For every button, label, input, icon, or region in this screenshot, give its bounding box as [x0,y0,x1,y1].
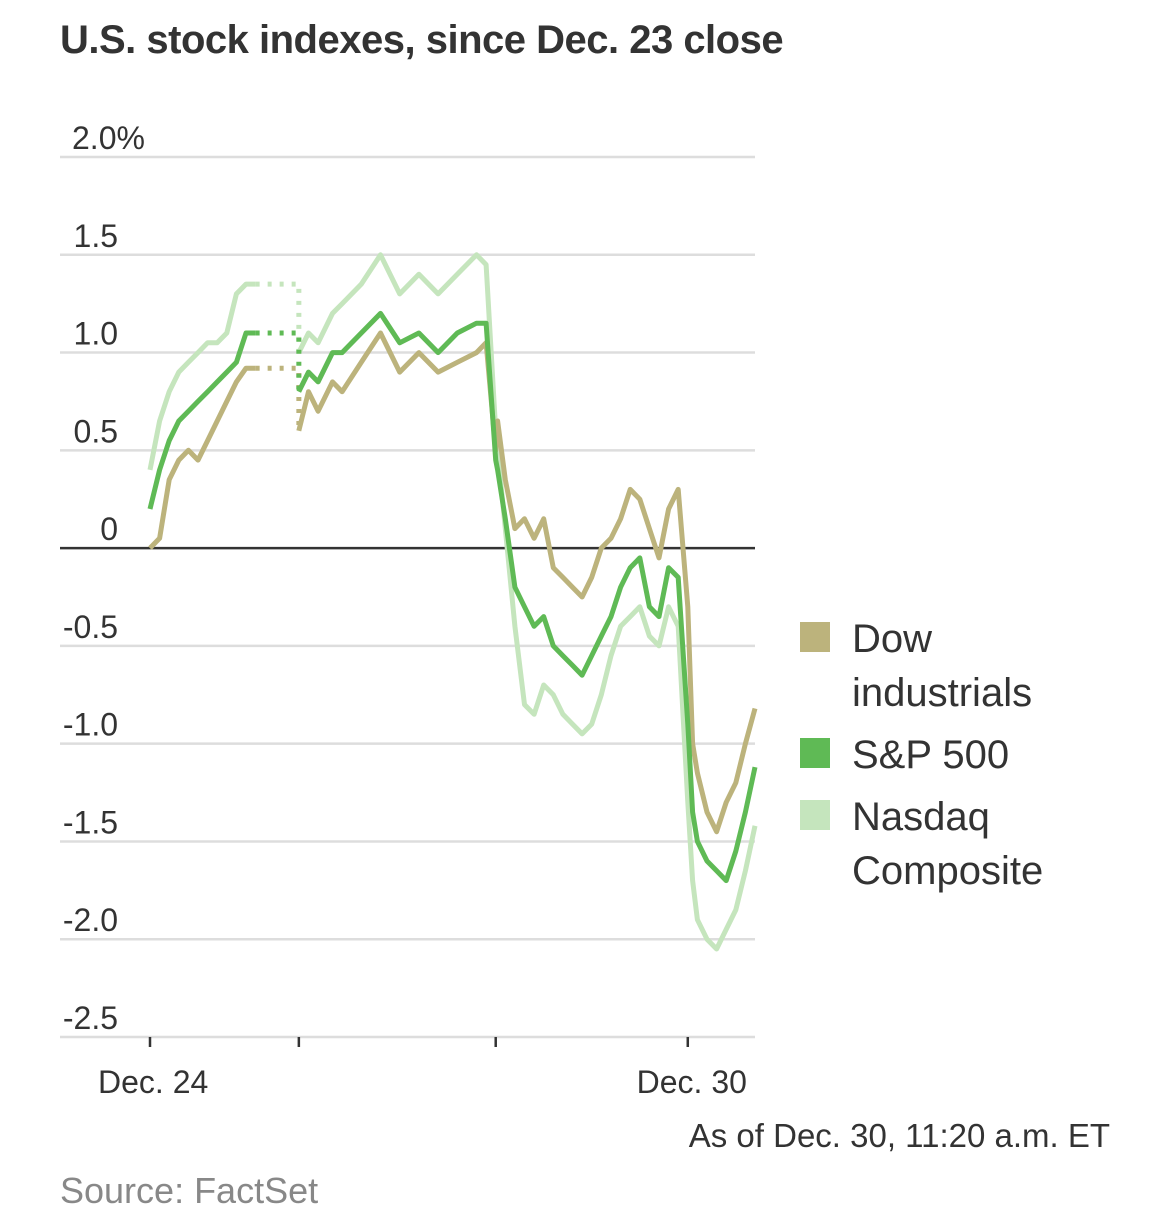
legend: Dow industrials S&P 500 Nasdaq Composite [800,612,1140,906]
y-tick-label: -1.0 [63,707,118,743]
series-gap-nasdaq [255,281,302,353]
series-gap-sp500 [255,330,302,392]
y-tick-label: -0.5 [63,609,118,645]
y-axis-ticks: 2.0% 1.5 1.0 0.5 0 -0.5 -1.0 -1.5 -2.0 -2.5 [63,120,145,1036]
series-line-sp500 [296,310,758,884]
source-note: Source: FactSet [60,1170,319,1211]
series-lines [147,252,758,952]
y-tick-label: -2.0 [63,902,118,938]
series-line-nasdaq [296,252,758,952]
y-tick-label: -2.5 [63,1000,118,1036]
y-tick-label: 2.0% [72,120,145,156]
line-chart: 2.0% 1.5 1.0 0.5 0 -0.5 -1.0 -1.5 -2.0 -2.5 Dec. … [60,120,758,1100]
series-gap-dow [255,365,302,431]
gridlines [60,155,755,1039]
legend-swatch-sp500 [800,738,830,768]
series-line-dow [296,330,758,835]
legend-swatch-dow [800,622,830,652]
legend-label-nasdaq: Nasdaq Composite [852,795,1044,893]
y-tick-label: 1.5 [74,218,118,254]
y-tick-label: -1.5 [63,804,118,840]
x-tick-label: Dec. 30 [637,1064,747,1100]
series-line-nasdaq [147,281,256,471]
legend-item-dow: Dow industrials [800,612,1140,720]
y-tick-label: 0 [100,511,118,547]
y-tick-label: 0.5 [74,413,118,449]
legend-swatch-nasdaq [800,800,830,830]
chart-title: U.S. stock indexes, since Dec. 23 close [60,18,784,62]
x-axis: Dec. 24 Dec. 30 [98,1037,747,1100]
legend-label-sp500: S&P 500 [852,733,1010,777]
series-line-dow [148,365,256,550]
y-tick-label: 1.0 [74,316,118,352]
series-line-sp500 [147,330,256,510]
x-tick-label: Dec. 24 [98,1064,208,1100]
legend-item-sp500: S&P 500 [800,728,1140,782]
legend-label-dow: Dow industrials [852,617,1033,715]
legend-item-nasdaq: Nasdaq Composite [800,790,1140,898]
as-of-note: As of Dec. 30, 11:20 a.m. ET [688,1117,1110,1154]
